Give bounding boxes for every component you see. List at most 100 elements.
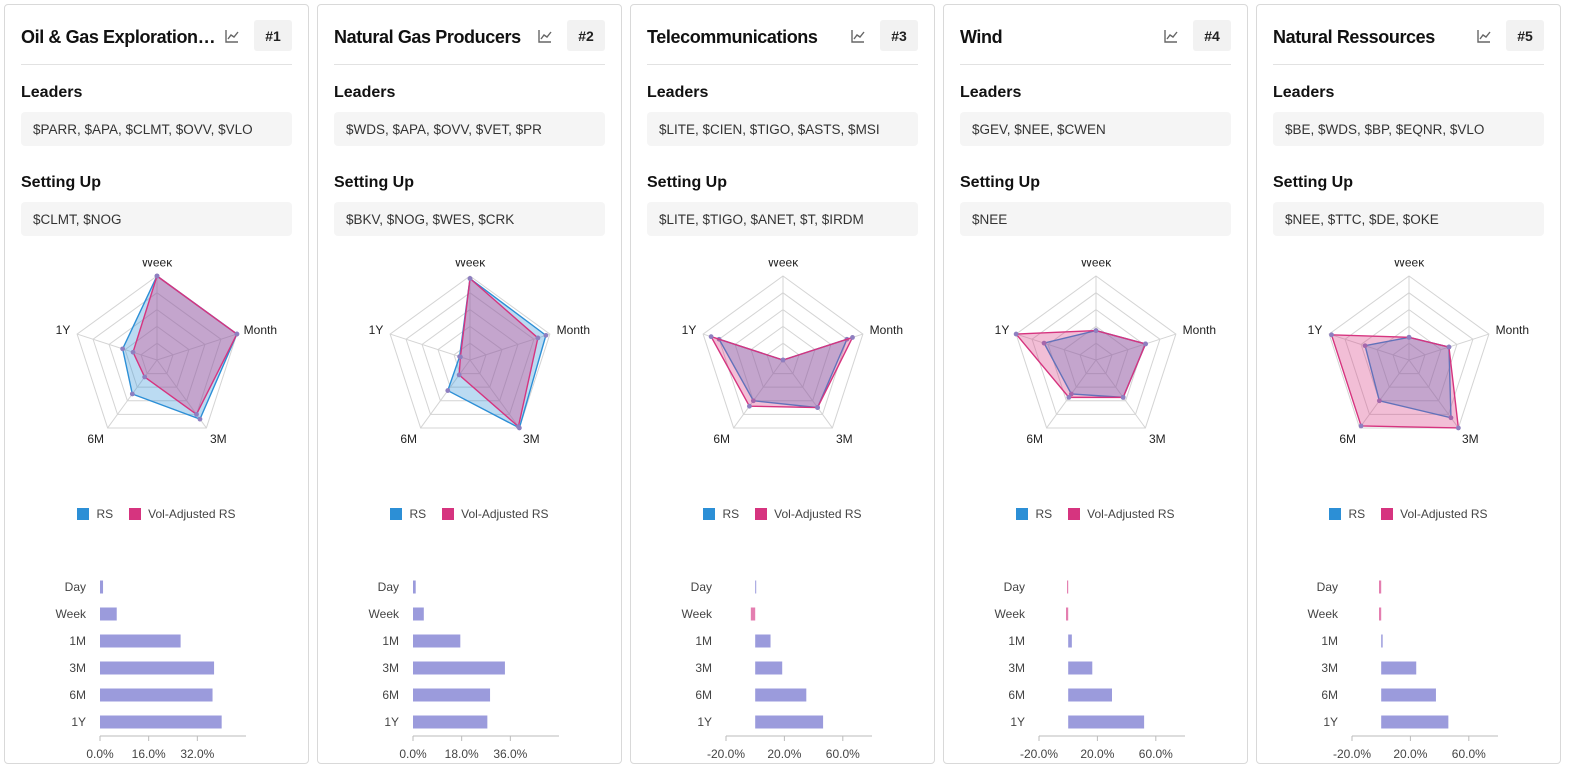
radar-point-rs-6m [1068,391,1074,397]
bar-1y [413,715,488,729]
bar-tick-label-2: 60.0% [826,747,860,761]
legend-item-rs[interactable]: RS [77,507,113,521]
bar-category-label-1m: 1M [1008,634,1025,648]
legend-item-rs[interactable]: RS [390,507,426,521]
bar-1y [1381,715,1449,729]
radar-point-vol-month [1446,344,1452,350]
radar-point-vol-6m [747,403,752,409]
radar-axis-label-3m: 3M [1149,432,1166,446]
radar-axis-label-1y: 1Y [369,323,384,337]
radar-chart: Week Month 3M 6M 1Y [1308,260,1529,446]
radar-point-rs-1y [120,346,126,352]
legend-item-vol[interactable]: Vol-Adjusted RS [1381,507,1488,521]
bar-1m [100,634,181,648]
radar-axis-label-week: Week [1081,260,1112,270]
legend-item-rs[interactable]: RS [703,507,739,521]
radar-spoke-3m [469,359,520,429]
radar-point-rs-1y [1041,340,1047,346]
radar-grid [389,275,551,429]
radar-ring-2 [124,325,190,388]
radar-axis-label-3m: 3M [523,432,540,446]
radar-point-vol-6m [1066,394,1072,400]
radar-area-vol [458,277,539,428]
radar-ring-3 [734,308,832,402]
radar-axis-label-6m: 6M [400,432,417,446]
rank-badge: #3 [880,20,918,51]
radar-point-vol-6m [1358,423,1364,429]
radar-ring-2 [437,325,503,388]
radar-spoke-1y [1328,333,1410,361]
legend-item-vol[interactable]: Vol-Adjusted RS [1068,507,1175,521]
bar-category-label-3m: 3M [1008,661,1025,675]
chart-button[interactable] [534,25,556,47]
bar-1m [413,634,461,648]
bar-category-label-1y: 1Y [1010,715,1025,729]
bar-tick-label-0: -20.0% [707,747,745,761]
bar-category-label-1y: 1Y [697,715,712,729]
card-header: Telecommunications #3 [647,5,918,65]
radar-spoke-month [156,333,238,361]
sector-card-2: Natural Gas Producers #2 Leaders $WDS, $… [317,4,622,764]
bar-tick-label-1: 18.0% [445,747,479,761]
bar-1y [100,715,222,729]
bar-category-label-6m: 6M [1008,688,1025,702]
radar-axis-label-week: Week [1394,260,1425,270]
chart-button[interactable] [221,25,243,47]
legend-label-vol: Vol-Adjusted RS [774,507,862,521]
legend-swatch-rs [1329,508,1342,520]
legend-label-rs: RS [1035,507,1053,521]
chart-button[interactable] [1160,25,1182,47]
card-header: Wind #4 [960,5,1231,65]
bar-tick-label-1: 16.0% [132,747,166,761]
legend-item-vol[interactable]: Vol-Adjusted RS [129,507,236,521]
rank-badge: #5 [1506,20,1544,51]
radar-point-vol-6m [456,372,462,378]
bar-category-label-week: Week [1308,607,1339,621]
legend-item-rs[interactable]: RS [1016,507,1052,521]
bar-tick-label-2: 36.0% [493,747,527,761]
radar-ring-1 [140,342,174,375]
legend-label-rs: RS [96,507,114,521]
legend-item-rs[interactable]: RS [1329,507,1365,521]
leaders-tickers: $GEV, $NEE, $CWEN [960,112,1231,146]
legend-swatch-rs [77,508,90,520]
bar-tick-label-2: 60.0% [1139,747,1173,761]
radar-chart: Week Month 3M 6M 1Y [56,260,277,446]
card-header: Natural Ressources #5 [1273,5,1544,65]
rank-badge: #4 [1193,20,1231,51]
bar-category-label-1m: 1M [1321,634,1338,648]
bar-week [1066,607,1069,621]
bar-chart: Day Week 1M 3M 6M 1Y -20.0% 20.0% 60.0% [1308,580,1498,761]
radar-spoke-1y [76,333,158,361]
radar-point-vol-1y [1329,332,1334,338]
legend-item-vol[interactable]: Vol-Adjusted RS [442,507,549,521]
bar-tick-label-1: 20.0% [767,747,801,761]
legend-swatch-rs [390,508,403,520]
setting-up-label: Setting Up [21,174,101,191]
radar-ring-3 [1360,308,1458,402]
chart-legend: RS Vol-Adjusted RS [944,505,1247,523]
bar-1y [1068,715,1145,729]
chart-button[interactable] [1473,25,1495,47]
radar-point-vol-week [780,357,786,363]
legend-item-vol[interactable]: Vol-Adjusted RS [755,507,862,521]
legend-swatch-vol [755,508,768,520]
radar-point-vol-3m [1455,425,1461,431]
bar-1m [1068,634,1072,648]
chart-legend: RS Vol-Adjusted RS [5,505,308,523]
bar-category-label-1y: 1Y [71,715,86,729]
chart-button[interactable] [847,25,869,47]
radar-axis-label-month: Month [870,323,903,337]
leaders-tickers: $LITE, $CIEN, $TIGO, $ASTS, $MSI [647,112,918,146]
bar-6m [1381,688,1436,702]
bar-category-label-1y: 1Y [384,715,399,729]
radar-ring-5 [1015,275,1177,429]
radar-axis-label-1y: 1Y [682,323,697,337]
bar-category-label-3m: 3M [1321,661,1338,675]
leaders-tickers: $PARR, $APA, $CLMT, $OVV, $VLO [21,112,292,146]
radar-spoke-3m [1095,359,1146,429]
radar-chart: Week Month 3M 6M 1Y [682,260,903,446]
legend-swatch-vol [129,508,142,520]
bar-week [750,607,756,621]
bar-category-label-6m: 6M [1321,688,1338,702]
